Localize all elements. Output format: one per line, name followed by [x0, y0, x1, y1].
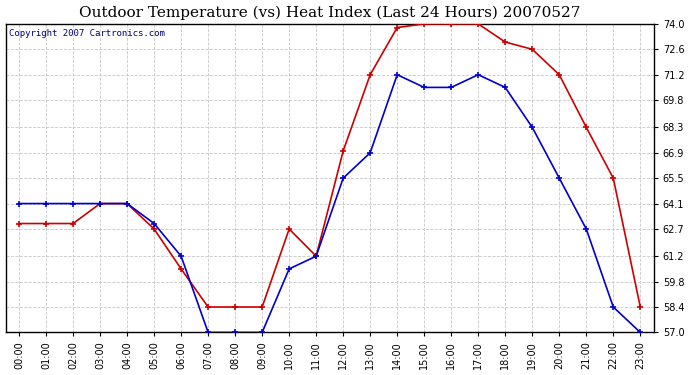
Title: Outdoor Temperature (vs) Heat Index (Last 24 Hours) 20070527: Outdoor Temperature (vs) Heat Index (Las… [79, 6, 580, 20]
Text: Copyright 2007 Cartronics.com: Copyright 2007 Cartronics.com [9, 28, 165, 38]
